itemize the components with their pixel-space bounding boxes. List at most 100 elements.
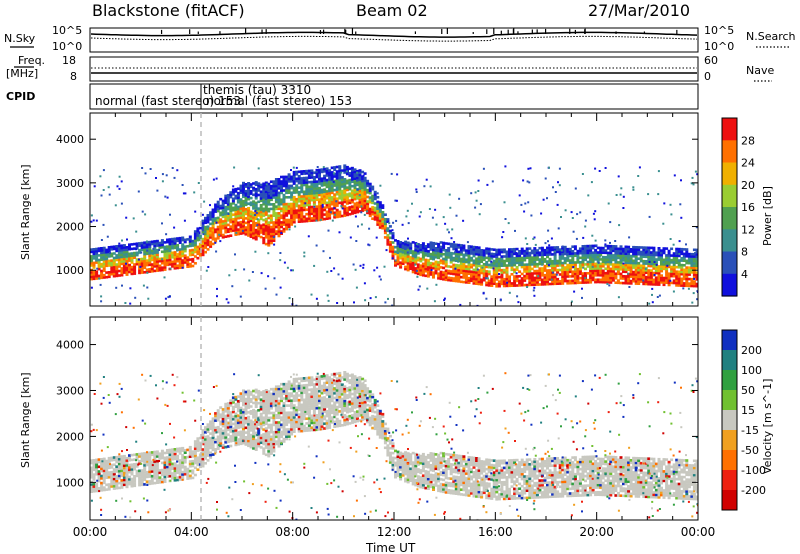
power-cell bbox=[356, 203, 359, 207]
power-cell bbox=[269, 189, 273, 193]
power-cell bbox=[546, 282, 549, 286]
velocity-cell bbox=[112, 463, 116, 466]
power-noise bbox=[581, 296, 583, 299]
power-cell bbox=[269, 194, 273, 197]
power-cell bbox=[459, 257, 463, 261]
velocity-cell bbox=[252, 408, 256, 412]
power-cell bbox=[107, 255, 111, 258]
power-cell bbox=[302, 172, 306, 175]
velocity-cell bbox=[90, 488, 93, 491]
power-cell bbox=[267, 239, 271, 243]
power-cell bbox=[609, 267, 613, 271]
power-cell bbox=[102, 251, 106, 254]
velocity-cell bbox=[239, 418, 243, 422]
power-cell bbox=[216, 218, 220, 222]
power-cell bbox=[231, 224, 235, 228]
power-cell bbox=[692, 248, 696, 252]
power-cell bbox=[262, 232, 266, 236]
power-cell bbox=[609, 281, 613, 284]
power-cell bbox=[627, 245, 631, 249]
power-cell bbox=[533, 272, 537, 275]
velocity-cell bbox=[262, 447, 266, 450]
power-cell bbox=[173, 260, 177, 263]
power-cell bbox=[449, 261, 453, 264]
velocity-cell bbox=[236, 440, 240, 444]
power-cell bbox=[353, 168, 357, 171]
velocity-cell bbox=[130, 484, 134, 488]
power-noise bbox=[102, 169, 105, 172]
power-cell bbox=[533, 281, 537, 284]
power-cell bbox=[528, 251, 532, 255]
power-cell bbox=[502, 282, 506, 285]
power-cell bbox=[290, 216, 294, 219]
power-cell bbox=[614, 258, 618, 262]
power-cell bbox=[614, 276, 618, 280]
power-cell bbox=[315, 205, 319, 208]
velocity-cell bbox=[239, 430, 243, 434]
power-cell bbox=[426, 254, 430, 258]
power-noise bbox=[108, 193, 111, 196]
power-cell bbox=[335, 174, 339, 178]
velocity-cell bbox=[115, 470, 119, 473]
power-cell bbox=[140, 241, 144, 245]
velocity-cell bbox=[158, 469, 162, 472]
velocity-cell bbox=[125, 464, 129, 467]
power-cell bbox=[120, 273, 124, 277]
power-cell bbox=[606, 258, 610, 261]
power-cell bbox=[186, 245, 190, 248]
power-cell bbox=[695, 255, 698, 258]
power-cell bbox=[632, 259, 636, 263]
power-noise bbox=[360, 223, 363, 226]
velocity-cell bbox=[183, 470, 187, 474]
power-noise bbox=[656, 296, 659, 298]
velocity-cell bbox=[252, 432, 256, 436]
power-noise bbox=[416, 275, 419, 278]
power-cell bbox=[312, 214, 316, 218]
power-cell bbox=[454, 259, 458, 262]
power-cell bbox=[254, 215, 258, 218]
power-cell bbox=[381, 211, 385, 214]
velocity-cell bbox=[234, 419, 238, 423]
power-cell bbox=[305, 192, 309, 196]
power-cell bbox=[419, 250, 423, 254]
power-cell bbox=[528, 272, 532, 275]
power-cell bbox=[528, 281, 532, 284]
velocity-cell bbox=[219, 442, 223, 445]
power-cell bbox=[173, 262, 177, 266]
power-cell bbox=[122, 246, 126, 249]
velocity-cell bbox=[133, 465, 137, 468]
power-cell bbox=[632, 275, 636, 278]
velocity-cell bbox=[242, 391, 245, 395]
power-cell bbox=[634, 259, 638, 263]
power-cell bbox=[140, 257, 144, 261]
power-cell bbox=[611, 276, 615, 280]
power-cell bbox=[257, 211, 261, 215]
velocity-cell bbox=[128, 475, 131, 479]
power-cell bbox=[328, 214, 332, 218]
power-cell bbox=[262, 189, 266, 192]
power-cell bbox=[561, 277, 565, 281]
velocity-cell bbox=[112, 480, 116, 483]
power-cell bbox=[406, 268, 410, 272]
power-cell bbox=[639, 259, 643, 263]
power-cell bbox=[399, 256, 403, 260]
velocity-cell bbox=[110, 478, 114, 481]
power-cell bbox=[163, 252, 167, 255]
velocity-cell bbox=[107, 483, 111, 486]
nsky-spikes bbox=[160, 28, 678, 34]
power-cell bbox=[128, 268, 131, 271]
power-cell bbox=[573, 277, 577, 280]
velocity-cell bbox=[252, 423, 256, 426]
power-cell bbox=[105, 250, 109, 254]
power-cell bbox=[525, 254, 529, 257]
power-cell bbox=[614, 261, 618, 264]
power-cell bbox=[528, 256, 532, 259]
power-cell bbox=[675, 281, 679, 285]
power-cell bbox=[90, 259, 93, 263]
velocity-cell bbox=[249, 441, 253, 444]
velocity-cell bbox=[252, 396, 256, 400]
power-cell bbox=[591, 271, 595, 275]
power-cell bbox=[502, 271, 506, 274]
power-cell bbox=[310, 185, 314, 188]
power-noise bbox=[209, 204, 211, 207]
